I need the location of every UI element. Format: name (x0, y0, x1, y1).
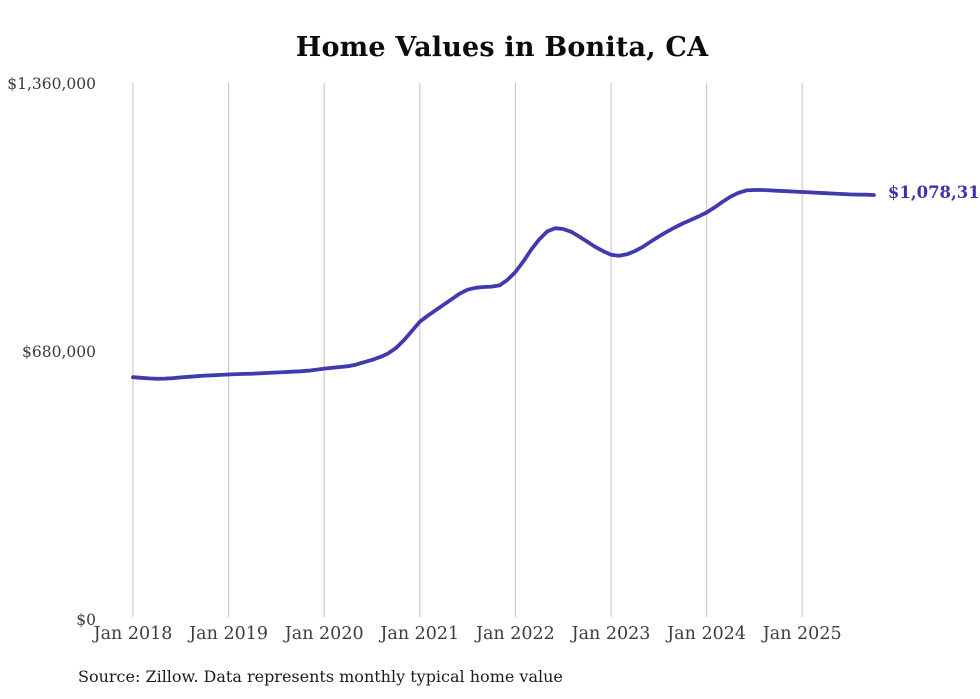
x-axis-tick-label-2023: Jan 2023 (571, 624, 651, 644)
x-axis-tick-label-2019: Jan 2019 (189, 624, 268, 644)
year-gridlines (132, 83, 803, 617)
x-axis-tick-label-2018: Jan 2018 (93, 624, 173, 644)
source-note: Source: Zillow. Data represents monthly … (78, 667, 563, 686)
y-axis-tick-label-max: $1,360,000 (7, 75, 96, 93)
y-axis-tick-label-mid: $680,000 (22, 343, 96, 361)
home-value-line (131, 188, 876, 381)
y-axis-tick-label-zero: $0 (76, 611, 96, 629)
x-axis-tick-label-2022: Jan 2022 (475, 624, 555, 644)
x-axis-tick-label-2024: Jan 2024 (667, 624, 746, 644)
x-axis-tick-label-2021: Jan 2021 (380, 624, 460, 644)
chart-title: Home Values in Bonita, CA (295, 32, 709, 63)
x-axis-tick-label-2020: Jan 2020 (284, 624, 364, 644)
latest-value-label: $1,078,312 (887, 183, 980, 203)
x-axis-tick-label-2025: Jan 2025 (762, 624, 842, 644)
